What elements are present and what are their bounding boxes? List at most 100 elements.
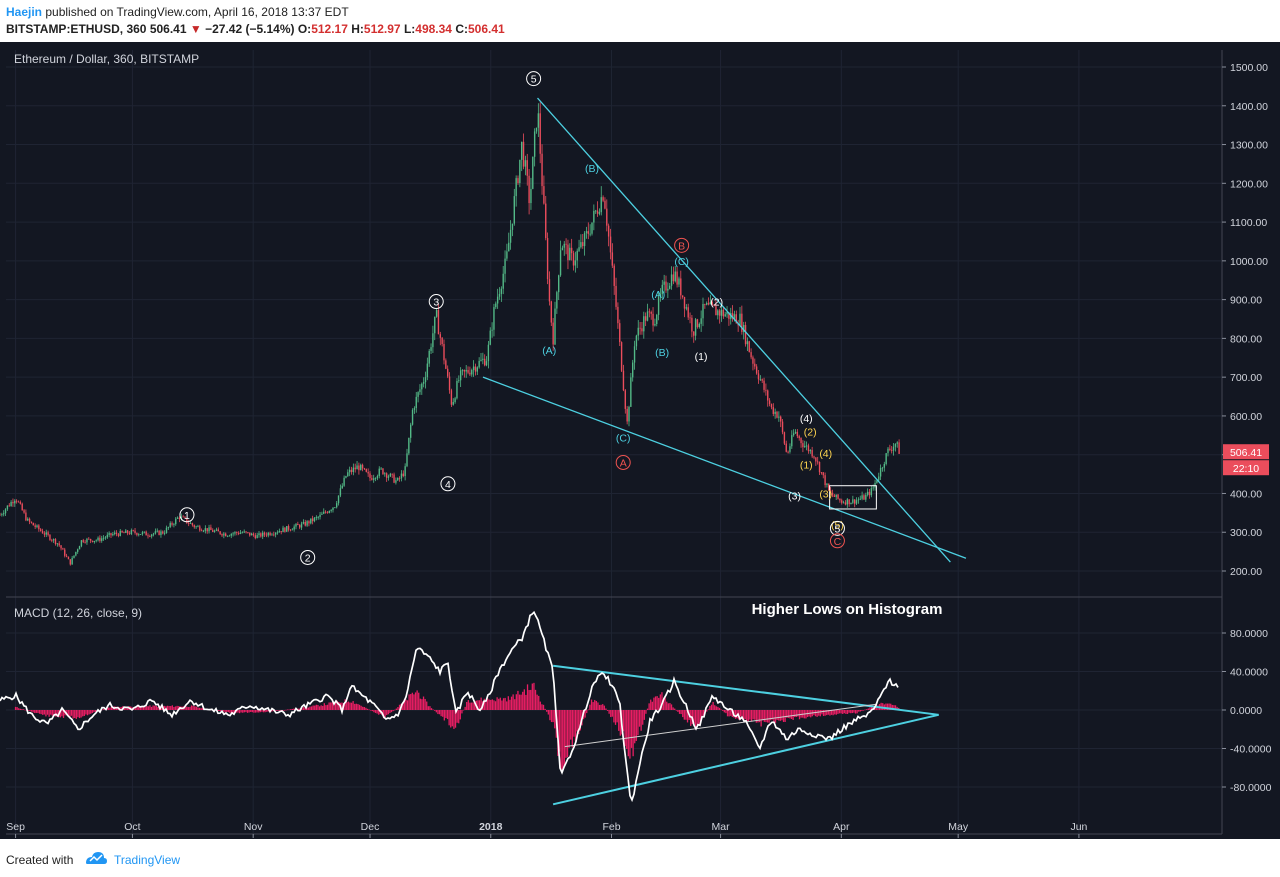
candle-body (108, 533, 110, 535)
histogram-bar (222, 710, 225, 712)
macd-trendlines[interactable] (552, 664, 939, 806)
histogram-bar (653, 697, 655, 710)
histogram-bar (506, 701, 508, 710)
candle-body (593, 210, 595, 223)
histogram-bar (528, 690, 530, 710)
histogram-bar (683, 710, 685, 720)
candle-body (722, 309, 725, 317)
price-tags: 506.41 22:10 (1223, 444, 1269, 476)
candle-body (41, 530, 44, 534)
author-link[interactable]: Haejin (6, 5, 43, 19)
histogram-bar (698, 710, 700, 724)
candle-body (319, 514, 321, 517)
histogram-bar (560, 710, 562, 772)
histogram-bar (434, 710, 436, 711)
candle-body (64, 549, 66, 556)
candle-body (213, 530, 216, 532)
candle-body (297, 523, 299, 526)
histogram-bar (776, 710, 778, 720)
chart-area[interactable]: 1 2 3 4 5 (A) (B) (C) (A) (B) (C) B A (1) (2) (3) (4) (1)… (0, 42, 1280, 839)
candle-body (733, 314, 736, 319)
candle-body (554, 308, 556, 345)
histogram-bar (232, 710, 234, 714)
histogram-bar (147, 706, 149, 710)
publish-info: published on TradingView.com, April 16, … (45, 5, 349, 19)
candle-body (720, 309, 723, 316)
histogram-bar (155, 705, 157, 710)
tradingview-link[interactable]: TradingView (114, 853, 181, 867)
candle-body (152, 533, 155, 535)
histogram-bar (896, 706, 898, 710)
candle-body (411, 409, 414, 425)
histogram-bar (27, 710, 29, 711)
candle-body (271, 534, 273, 536)
candle-body (0, 514, 1, 516)
histogram-bar (861, 710, 863, 711)
price-axis[interactable]: 1500.00 1400.00 1300.00 1200.00 1100.00 1000.… (1222, 62, 1268, 578)
histogram-bar (731, 710, 733, 717)
candle-body (149, 536, 151, 537)
histogram-bar (534, 689, 537, 710)
candle-body (208, 527, 210, 532)
wave-circle (526, 71, 542, 87)
histogram-bar (307, 707, 309, 710)
candle-body (367, 471, 369, 474)
wave-label: 5 (531, 74, 537, 86)
histogram-bar (730, 710, 732, 716)
histogram-bar (512, 694, 514, 710)
candle-body (393, 474, 395, 483)
histogram-bar (893, 705, 895, 710)
histogram-bar (629, 710, 631, 759)
histogram-bar (30, 710, 33, 712)
candle-body (413, 408, 416, 410)
histogram-bar (829, 710, 831, 716)
candle-body (509, 229, 512, 243)
candle-body (528, 175, 530, 204)
histogram-bar (141, 706, 143, 710)
histogram-bar (856, 710, 858, 714)
candle-body (243, 531, 245, 533)
candle-body (752, 357, 754, 364)
candle-body (260, 533, 262, 537)
candle-body (232, 533, 234, 535)
candle-body (1, 514, 3, 516)
candle-body (530, 188, 532, 204)
histogram-bar (888, 703, 890, 710)
histogram-bar (872, 706, 874, 710)
candle-body (474, 366, 477, 372)
wave-label: (B) (585, 163, 599, 175)
histogram-bar (336, 700, 338, 710)
candle-body (323, 511, 325, 514)
candle-body (210, 527, 212, 531)
candle-body (188, 522, 190, 524)
candle-body (339, 488, 342, 496)
histogram-bar (45, 710, 47, 717)
histogram-bar (115, 707, 117, 710)
candle-body (713, 304, 715, 307)
histogram-bar (598, 704, 601, 710)
close-value: 506.41 (468, 22, 505, 36)
candle-body (82, 540, 84, 542)
macd-axis[interactable]: 80.0000 40.0000 0.0000 -40.0000 -80.0000 (1222, 628, 1272, 794)
histogram-bar (726, 710, 729, 717)
candle-body (770, 404, 773, 408)
time-axis[interactable]: Sep Oct Nov Dec 2018 Feb Mar Apr May Jun (6, 821, 1088, 838)
wave-label: A (620, 457, 627, 469)
candle-body (17, 501, 20, 503)
price-trendlines[interactable] (482, 97, 967, 563)
wave-circle (674, 237, 690, 253)
histogram-bar (749, 710, 751, 720)
histogram-bar (461, 710, 463, 714)
histogram-bar (595, 700, 597, 710)
candle-body (274, 532, 277, 535)
histogram-bar (800, 710, 802, 718)
histogram-bar (72, 710, 74, 719)
histogram-bar (312, 705, 314, 710)
chart-canvas[interactable]: 1 2 3 4 5 (A) (B) (C) (A) (B) (C) B A (1) (2) (3) (4) (1)… (0, 42, 1280, 839)
histogram-bar (384, 710, 386, 718)
histogram-bar (46, 710, 49, 715)
histogram-bar (413, 694, 415, 710)
candle-body (619, 323, 621, 343)
histogram-bar (67, 710, 69, 717)
candle-body (452, 402, 454, 405)
